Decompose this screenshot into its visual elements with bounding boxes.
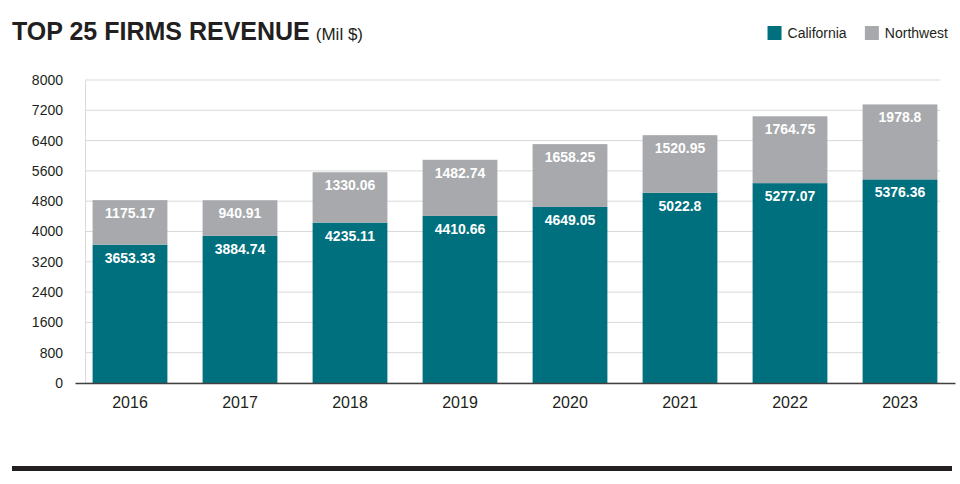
data-label: 1175.17 bbox=[105, 205, 155, 221]
data-label: 3884.74 bbox=[215, 241, 266, 257]
x-tick-label: 2019 bbox=[442, 394, 478, 411]
x-tick-label: 2016 bbox=[112, 394, 148, 411]
data-label: 1658.25 bbox=[545, 149, 596, 165]
x-tick-label: 2020 bbox=[552, 394, 588, 411]
y-tick-label: 2400 bbox=[32, 284, 63, 300]
data-label: 1764.75 bbox=[765, 121, 816, 137]
y-tick-label: 6400 bbox=[32, 133, 63, 149]
y-tick-label: 7200 bbox=[32, 102, 63, 118]
legend-swatch bbox=[865, 26, 879, 40]
data-label: 5376.36 bbox=[875, 184, 926, 200]
data-label: 5277.07 bbox=[765, 188, 816, 204]
bar bbox=[863, 179, 938, 383]
legend-label: California bbox=[788, 25, 847, 41]
x-tick-label: 2018 bbox=[332, 394, 368, 411]
y-tick-label: 1600 bbox=[32, 314, 63, 330]
bar bbox=[753, 183, 828, 383]
x-tick-label: 2022 bbox=[772, 394, 808, 411]
x-tick: 2017 bbox=[222, 383, 258, 411]
y-tick-label: 5600 bbox=[32, 163, 63, 179]
y-tick-label: 800 bbox=[40, 345, 64, 361]
y-tick: 4000 bbox=[32, 223, 85, 239]
x-tick-label: 2021 bbox=[662, 394, 698, 411]
data-label: 940.91 bbox=[219, 205, 262, 221]
title: TOP 25 FIRMS REVENUE bbox=[12, 17, 310, 45]
x-tick: 2023 bbox=[882, 383, 918, 411]
legend-swatch bbox=[768, 26, 782, 40]
y-tick: 1600 bbox=[32, 314, 85, 330]
bar bbox=[643, 135, 718, 193]
bottom-rule bbox=[12, 466, 952, 471]
bar bbox=[203, 236, 278, 383]
grid-line bbox=[85, 110, 940, 111]
x-axis: 2016 2017 2018 2019 2020 2021 2022 2023 bbox=[76, 383, 956, 411]
legend-item: California bbox=[768, 25, 847, 41]
y-tick: 3200 bbox=[32, 254, 85, 270]
grid bbox=[85, 80, 940, 383]
y-tick: 2400 bbox=[32, 284, 85, 300]
data-label: 4410.66 bbox=[435, 221, 486, 237]
y-tick: 8000 bbox=[32, 72, 85, 88]
bar bbox=[863, 104, 938, 179]
x-tick: 2018 bbox=[332, 383, 368, 411]
bar bbox=[533, 207, 608, 383]
y-tick: 6400 bbox=[32, 133, 85, 149]
x-tick: 2020 bbox=[552, 383, 588, 411]
y-tick-label: 4000 bbox=[32, 223, 63, 239]
data-label: 1520.95 bbox=[655, 140, 706, 156]
y-tick-label: 0 bbox=[55, 375, 63, 391]
bar bbox=[423, 216, 498, 383]
grid-line bbox=[85, 80, 940, 81]
y-axis-line bbox=[85, 81, 86, 384]
data-label: 1482.74 bbox=[435, 165, 486, 181]
y-tick: 7200 bbox=[32, 102, 85, 118]
data-label: 1330.06 bbox=[325, 177, 376, 193]
x-tick-label: 2017 bbox=[222, 394, 258, 411]
x-tick: 2019 bbox=[442, 383, 478, 411]
y-tick-label: 3200 bbox=[32, 254, 63, 270]
subtitle: (Mil $) bbox=[316, 25, 363, 44]
bar bbox=[533, 144, 608, 207]
legend-item: Northwest bbox=[865, 25, 948, 41]
x-tick: 2022 bbox=[772, 383, 808, 411]
y-tick: 5600 bbox=[32, 163, 85, 179]
y-tick-label: 4800 bbox=[32, 193, 63, 209]
data-label: 4649.05 bbox=[545, 212, 596, 228]
data-label: 3653.33 bbox=[105, 250, 156, 266]
y-tick: 800 bbox=[40, 345, 85, 361]
bar bbox=[753, 116, 828, 183]
y-axis: 0 800 1600 2400 3200 4000 4800 5600 6400 7200 8000 bbox=[32, 72, 86, 391]
bar bbox=[313, 172, 388, 222]
bar bbox=[423, 160, 498, 216]
legend: California Northwest bbox=[768, 25, 948, 41]
chart: 0 800 1600 2400 3200 4000 4800 5600 6400 7200 8000… bbox=[0, 0, 960, 484]
bar bbox=[643, 193, 718, 383]
x-axis-line bbox=[76, 383, 956, 385]
x-tick-label: 2023 bbox=[882, 394, 918, 411]
x-tick: 2016 bbox=[112, 383, 148, 411]
bar bbox=[93, 245, 168, 383]
data-label: 5022.8 bbox=[659, 198, 702, 214]
bar bbox=[313, 223, 388, 383]
bar bbox=[203, 200, 278, 236]
y-tick-label: 8000 bbox=[32, 72, 63, 88]
bar bbox=[93, 200, 168, 245]
data-label: 1978.8 bbox=[879, 109, 922, 125]
data-label: 4235.11 bbox=[325, 228, 375, 244]
legend-label: Northwest bbox=[885, 25, 948, 41]
data-labels: 3653.33 3884.74 4235.11 4410.66 4649.05 5022.… bbox=[105, 109, 926, 265]
bars bbox=[93, 104, 938, 383]
x-tick: 2021 bbox=[662, 383, 698, 411]
y-tick: 4800 bbox=[32, 193, 85, 209]
